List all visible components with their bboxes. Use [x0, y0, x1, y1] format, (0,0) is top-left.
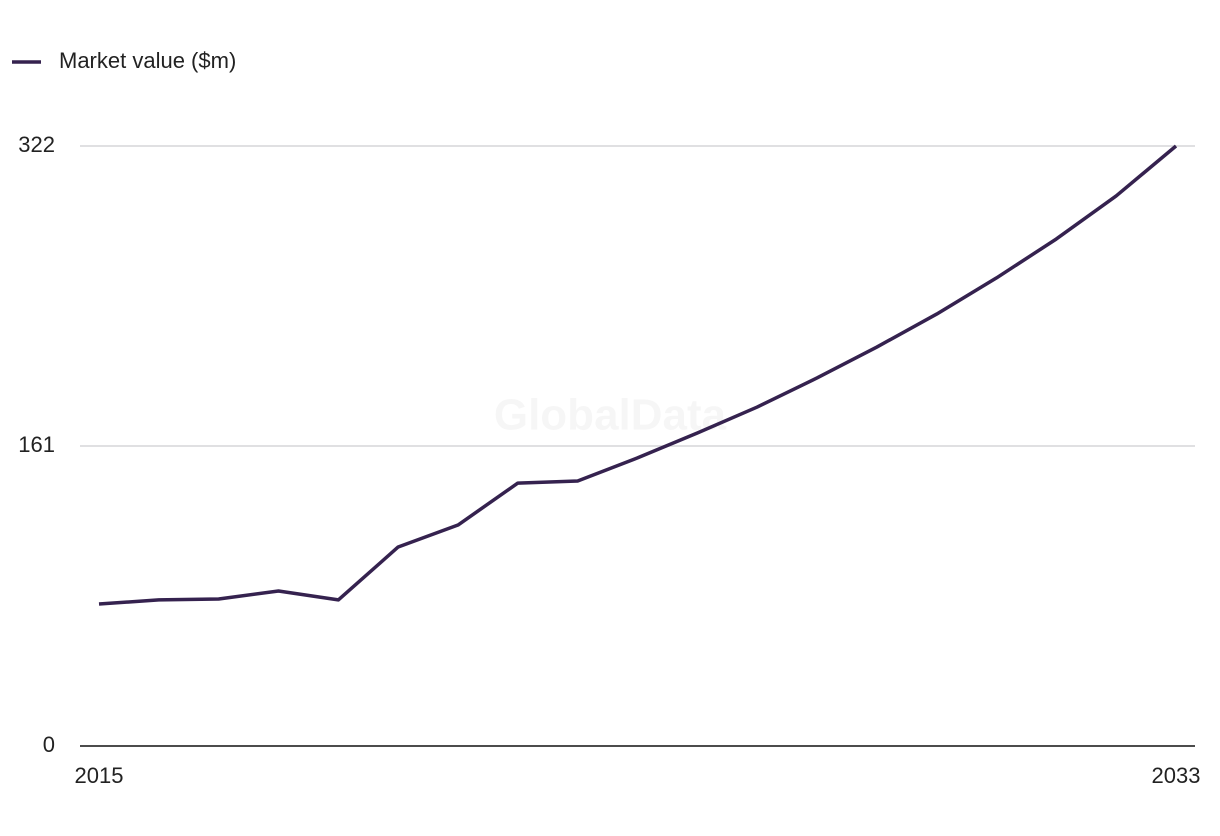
y-tick-label: 322	[18, 132, 55, 157]
x-tick-label: 2033	[1152, 763, 1201, 788]
x-tick-label: 2015	[75, 763, 124, 788]
legend-label: Market value ($m)	[59, 48, 236, 73]
y-tick-label: 161	[18, 432, 55, 457]
line	[98, 144, 1178, 606]
watermark: GlobalData	[494, 391, 727, 440]
y-tick-label: 0	[43, 732, 55, 757]
